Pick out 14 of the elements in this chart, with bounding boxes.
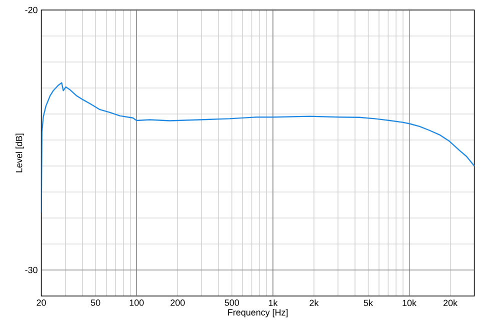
x-tick-label: 1k [268, 300, 278, 306]
x-axis-title: Frequency [Hz] [228, 308, 288, 318]
y-tick-label: -20 [25, 6, 38, 14]
x-tick-label: 2k [310, 300, 319, 306]
x-tick-label: 100 [130, 300, 144, 306]
x-tick-label: 50 [90, 300, 100, 306]
y-tick-label: -30 [25, 266, 38, 274]
x-tick-label: 20k [444, 300, 458, 306]
x-tick-label: 20 [36, 300, 46, 306]
x-tick-label: 10k [402, 300, 417, 306]
y-axis-title: Level [dB] [16, 134, 24, 172]
x-tick-label: 500 [224, 300, 240, 306]
x-tick-label: 5k [364, 300, 373, 306]
x-tick-label: 200 [170, 300, 185, 306]
